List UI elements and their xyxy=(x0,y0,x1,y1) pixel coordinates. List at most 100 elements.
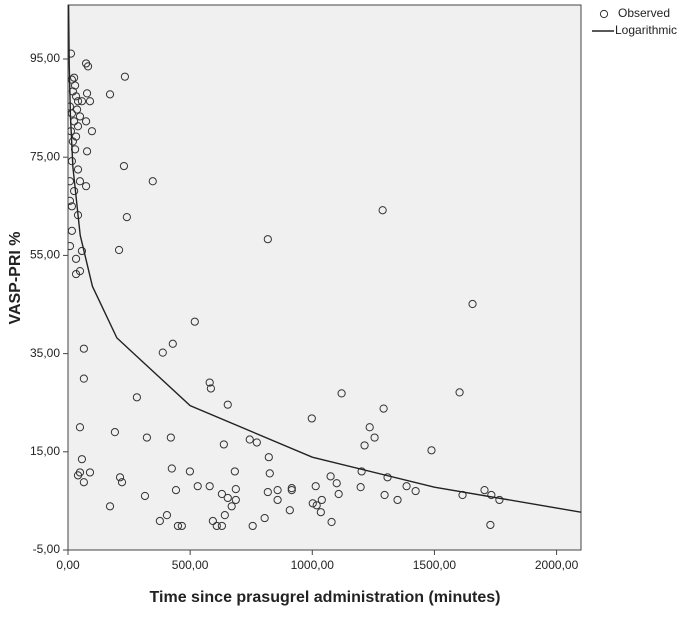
data-point xyxy=(68,196,75,206)
data-point xyxy=(217,521,226,531)
data-point xyxy=(71,254,81,263)
data-point xyxy=(105,90,115,99)
data-point xyxy=(206,384,216,393)
data-point xyxy=(334,489,343,499)
data-point xyxy=(70,81,80,90)
data-point xyxy=(455,388,464,397)
data-point xyxy=(260,513,269,523)
data-point xyxy=(227,502,236,511)
data-point xyxy=(83,62,93,71)
data-point xyxy=(82,89,92,98)
data-point xyxy=(273,485,282,495)
y-tick-label: 15,00 xyxy=(30,444,60,458)
data-point xyxy=(223,400,232,409)
data-point xyxy=(231,495,240,505)
data-point xyxy=(142,433,152,442)
data-point xyxy=(148,177,157,186)
data-point xyxy=(73,165,83,174)
x-tick-label: 1500,00 xyxy=(413,558,457,572)
data-point xyxy=(168,339,177,348)
data-point xyxy=(285,506,294,515)
data-point xyxy=(162,511,172,520)
data-point xyxy=(480,485,489,495)
data-point xyxy=(231,485,240,494)
data-point xyxy=(205,378,214,387)
data-point xyxy=(248,521,257,531)
data-point xyxy=(326,472,335,481)
data-point xyxy=(73,97,83,106)
x-tick-label: 500,00 xyxy=(172,558,209,572)
x-tick-label: 0,00 xyxy=(56,558,80,572)
data-point xyxy=(263,235,272,244)
data-point xyxy=(72,105,82,114)
data-point xyxy=(370,433,379,442)
data-point xyxy=(378,206,387,215)
data-point xyxy=(110,428,120,437)
data-point xyxy=(317,495,326,505)
data-point xyxy=(79,374,88,383)
data-point xyxy=(383,473,392,482)
data-point xyxy=(219,440,228,449)
data-point xyxy=(68,49,76,58)
data-point xyxy=(205,482,214,491)
data-point xyxy=(411,486,420,496)
data-point xyxy=(140,491,150,501)
data-point xyxy=(68,202,77,211)
data-point xyxy=(75,112,85,121)
data-point xyxy=(230,467,239,476)
data-point xyxy=(71,269,81,279)
data-point xyxy=(287,485,296,495)
plot-area xyxy=(67,4,582,551)
data-point xyxy=(495,495,504,505)
data-point xyxy=(73,471,83,480)
data-point xyxy=(217,489,226,499)
data-point xyxy=(177,521,186,531)
data-point xyxy=(487,490,496,500)
data-point xyxy=(193,482,202,491)
y-tick-label: 35,00 xyxy=(30,346,60,360)
data-point xyxy=(356,483,365,492)
data-point xyxy=(365,423,374,432)
data-point xyxy=(70,73,79,82)
data-point xyxy=(73,122,83,131)
data-point xyxy=(486,520,495,530)
data-point xyxy=(265,469,274,478)
plot-layer xyxy=(68,5,581,531)
x-tick-label: 1000,00 xyxy=(291,558,335,572)
data-point xyxy=(245,435,254,444)
data-point xyxy=(332,479,341,488)
data-point xyxy=(77,97,87,106)
data-point xyxy=(132,393,141,402)
data-point xyxy=(114,245,124,255)
y-tick-label: 55,00 xyxy=(30,248,60,262)
data-point xyxy=(220,511,229,520)
data-point xyxy=(68,137,77,146)
legend-label: Logarithmic xyxy=(615,23,677,37)
data-point xyxy=(68,226,77,235)
data-point xyxy=(167,464,176,473)
data-point xyxy=(79,344,88,353)
y-axis-title: VASP-PRI % xyxy=(7,231,24,324)
data-point xyxy=(312,501,321,510)
data-point xyxy=(77,455,87,464)
data-point xyxy=(393,495,402,505)
data-point xyxy=(75,423,85,432)
data-point xyxy=(380,490,389,500)
data-point xyxy=(68,109,77,118)
data-point xyxy=(263,487,272,497)
data-point xyxy=(85,468,95,477)
data-point xyxy=(357,467,366,476)
y-tick-label: 75,00 xyxy=(30,149,60,163)
data-point xyxy=(208,516,217,526)
data-point xyxy=(120,72,130,81)
data-point xyxy=(155,516,164,526)
data-point xyxy=(81,117,91,126)
data-point xyxy=(70,186,79,196)
x-tick-label: 2000,00 xyxy=(535,558,579,572)
data-point xyxy=(87,127,97,136)
data-point xyxy=(223,493,232,503)
data-point xyxy=(85,97,95,106)
data-point xyxy=(360,441,369,450)
x-axis-title: Time since prasugrel administration (min… xyxy=(150,589,501,606)
data-point xyxy=(427,446,436,455)
